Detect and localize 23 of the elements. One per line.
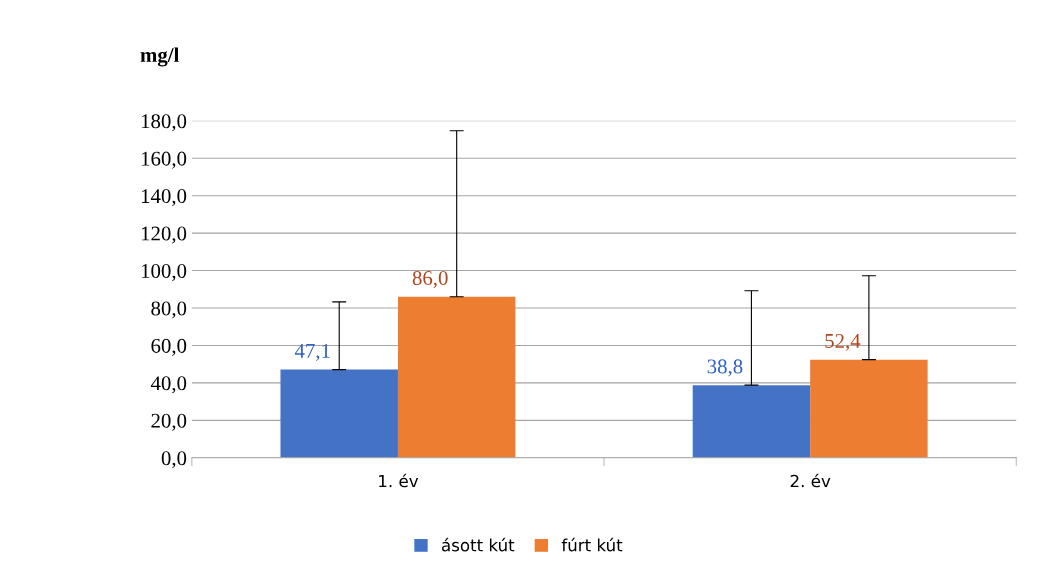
bar: [280, 369, 398, 458]
y-axis-title: mg/l: [140, 47, 179, 67]
y-tick-label: 40,0: [150, 376, 187, 394]
y-tick-label: 0,0: [161, 451, 187, 469]
bar: [397, 296, 516, 458]
x-tick-label: 2. év: [790, 473, 831, 488]
y-tick-label: 120,0: [141, 226, 187, 244]
bar: [810, 359, 928, 458]
y-tick-label: 180,0: [141, 114, 187, 132]
bar: [692, 385, 811, 458]
data-label: 52,4: [825, 333, 861, 351]
y-tick-label: 140,0: [141, 189, 187, 207]
y-tick-label: 100,0: [141, 263, 187, 281]
data-label: 47,1: [294, 343, 330, 361]
y-tick-label: 160,0: [141, 151, 187, 169]
x-tick-label: 1. év: [379, 473, 419, 488]
legend-label: ásott kút: [441, 537, 515, 552]
y-tick-label: 20,0: [151, 413, 187, 431]
data-label: 86,0: [412, 271, 448, 289]
data-label: 38,8: [707, 359, 743, 377]
y-tick-label: 80,0: [151, 301, 187, 319]
legend-label: fúrt kút: [561, 537, 623, 552]
y-tick-label: 60,0: [151, 338, 187, 356]
